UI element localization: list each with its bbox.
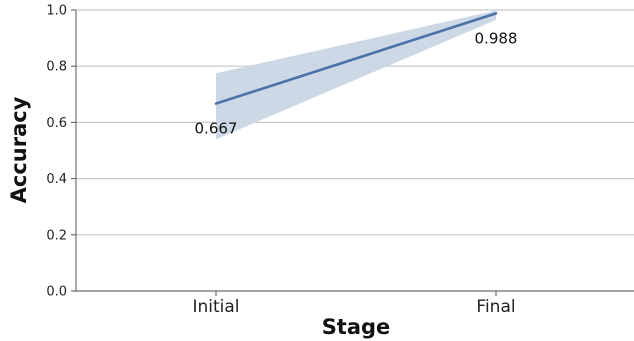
confidence-band (216, 10, 496, 140)
x-axis-title: Stage (322, 315, 391, 339)
data-label: 0.988 (475, 29, 518, 47)
x-tick-label: Final (476, 297, 515, 317)
y-tick-label: 0.8 (46, 60, 67, 75)
x-tick-labels: Initial Final (192, 297, 515, 317)
data-labels: 0.667 0.988 (195, 29, 518, 137)
y-axis-title: Accuracy (7, 96, 31, 203)
y-tick-label: 0.4 (46, 172, 67, 187)
confidence-band-layer (216, 10, 496, 140)
series-line-layer (214, 12, 498, 105)
y-tick-label: 1.0 (46, 4, 67, 19)
series-line (214, 12, 498, 105)
y-tick-label: 0.0 (46, 285, 67, 300)
y-tick-labels: 0.0 0.2 0.4 0.6 0.8 1.0 (46, 4, 67, 300)
x-tick-label: Initial (192, 297, 239, 317)
y-tick-label: 0.2 (46, 228, 67, 243)
axes (71, 9, 634, 296)
data-label: 0.667 (195, 120, 238, 138)
y-tick-label: 0.6 (46, 116, 67, 131)
